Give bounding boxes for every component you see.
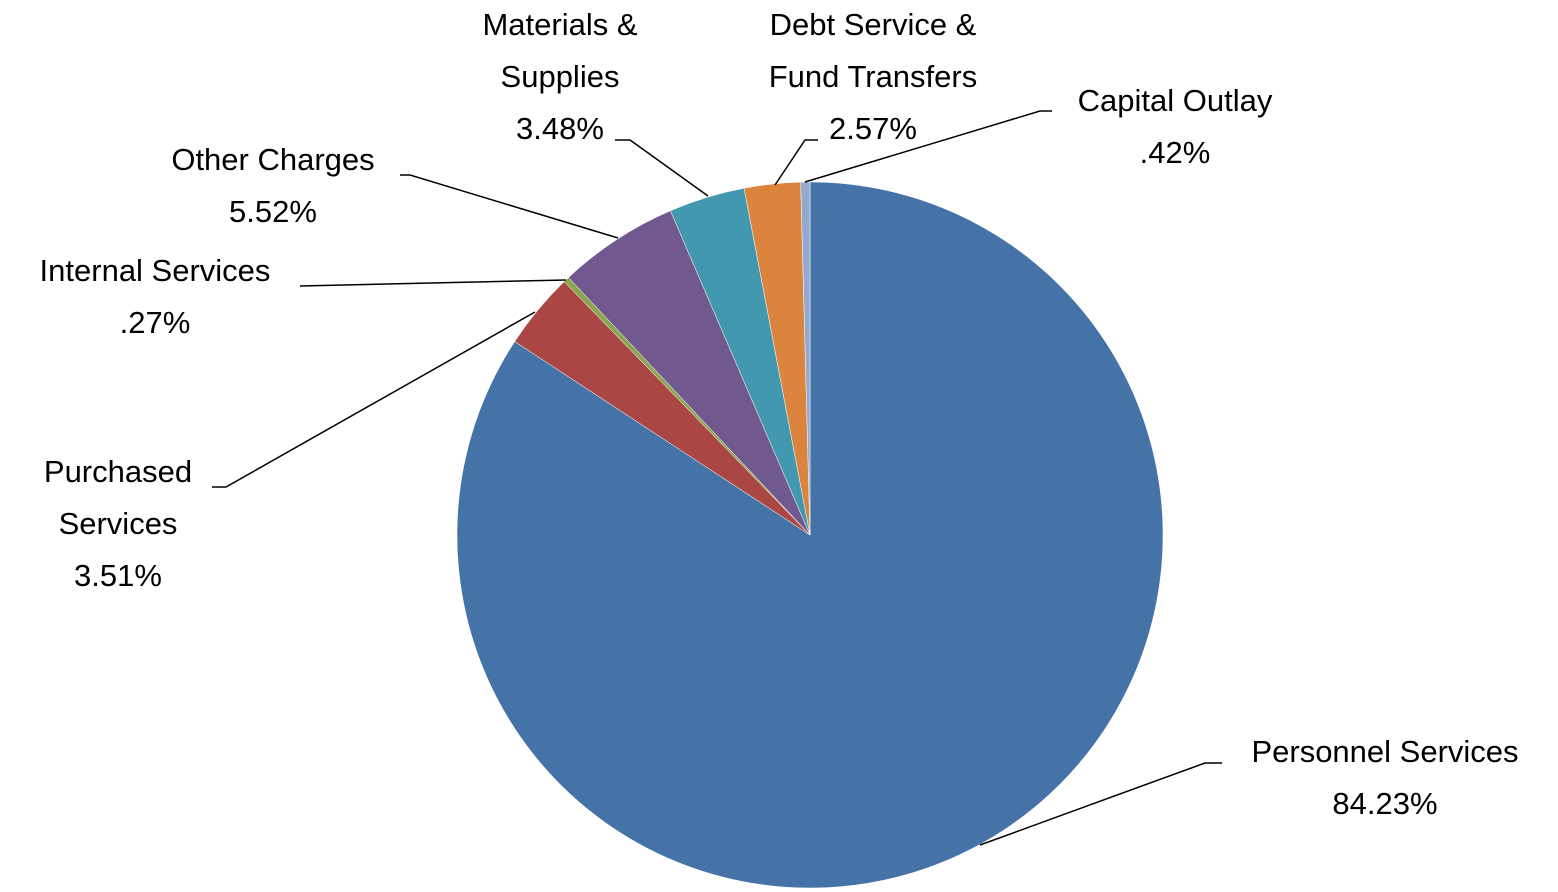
category-label: Internal Services — [39, 253, 271, 288]
slice-label: Purchased Services 3.51% — [28, 446, 208, 602]
slice-label: Other Charges 5.52% — [123, 134, 423, 238]
slice-label: Personnel Services 84.23% — [1185, 726, 1558, 830]
slice-label: Debt Service & Fund Transfers 2.57% — [738, 0, 1008, 155]
leader-line — [400, 174, 619, 239]
leader-line — [212, 311, 536, 488]
leader-line — [979, 762, 1222, 846]
leader-line — [615, 139, 709, 197]
slice-label: Internal Services .27% — [0, 245, 315, 349]
leader-lines — [212, 110, 1222, 846]
value-label: 3.48% — [516, 111, 604, 146]
value-label: .27% — [119, 305, 191, 340]
value-label: 5.52% — [229, 194, 317, 229]
category-label: Personnel Services — [1251, 734, 1519, 769]
leader-line — [774, 139, 818, 186]
category-label: Other Charges — [171, 142, 375, 177]
value-label: 2.57% — [829, 111, 917, 146]
category-label: Debt Service & Fund Transfers — [768, 7, 978, 94]
slice-label: Capital Outlay .42% — [1025, 75, 1325, 179]
value-label: .42% — [1139, 135, 1211, 170]
value-label: 84.23% — [1332, 786, 1438, 821]
category-label: Purchased Services — [43, 454, 193, 541]
category-label: Materials & Supplies — [482, 7, 638, 94]
leader-line — [804, 110, 1052, 183]
slice-label: Materials & Supplies 3.48% — [450, 0, 670, 155]
category-label: Capital Outlay — [1077, 83, 1273, 118]
value-label: 3.51% — [74, 558, 162, 593]
leader-line — [299, 279, 567, 287]
